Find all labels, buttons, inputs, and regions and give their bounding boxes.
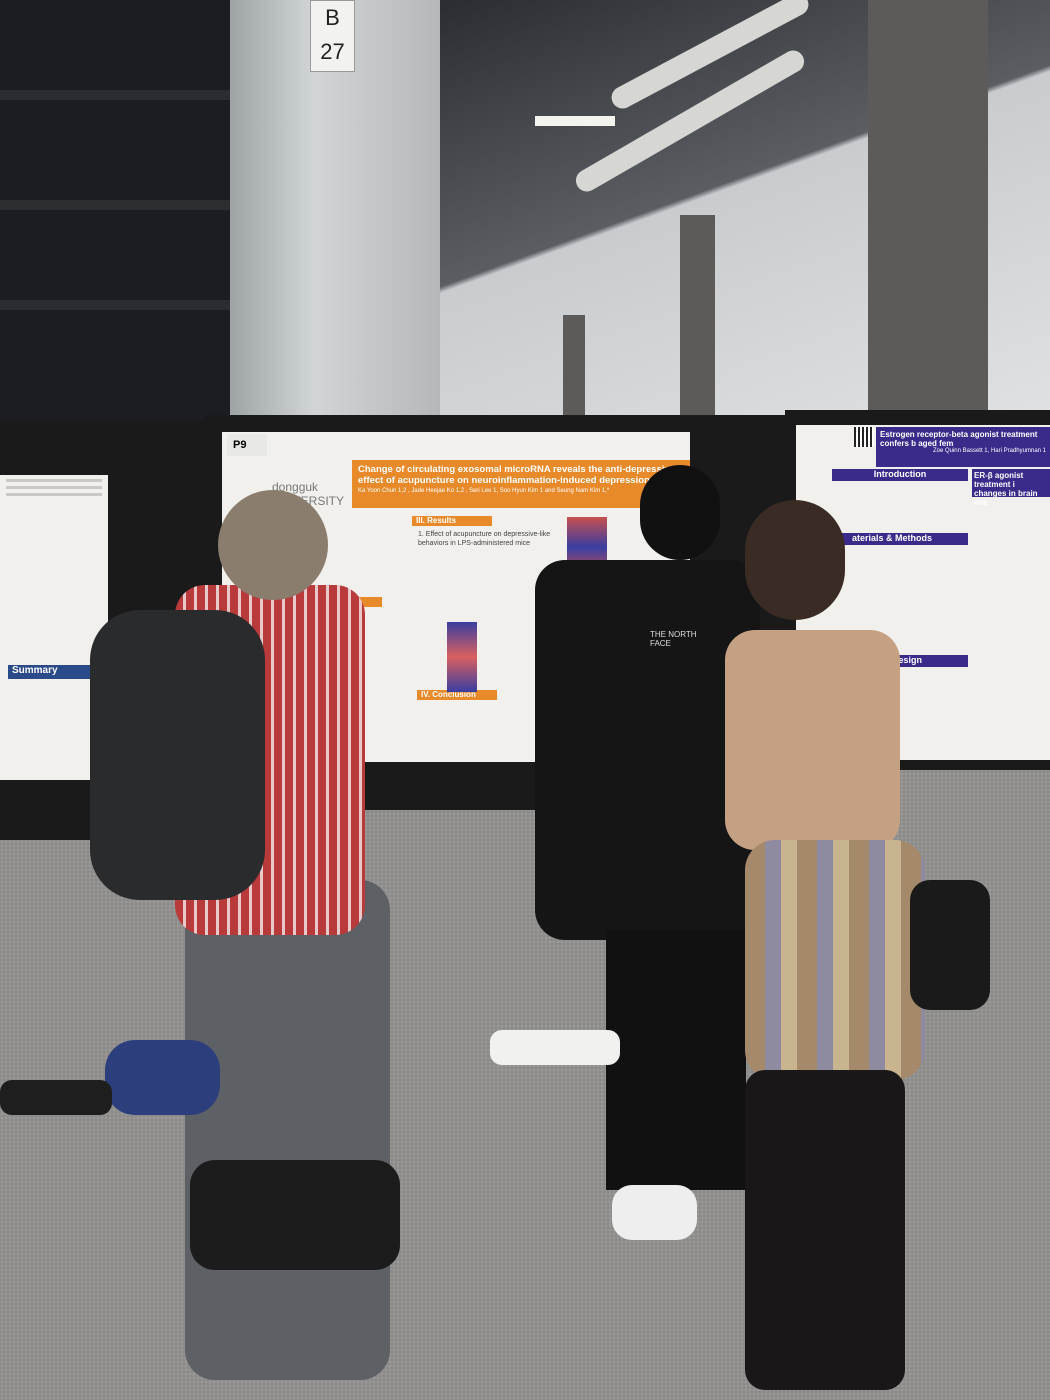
person-head bbox=[640, 465, 720, 560]
qr-code-icon bbox=[854, 427, 874, 447]
wall-column bbox=[563, 315, 585, 415]
poster-authors: Ka Yoon Chun 1,2 , Jade Heejae Ko 1,2 , … bbox=[358, 488, 610, 494]
man-trousers bbox=[185, 880, 390, 1380]
woman-skirt bbox=[745, 840, 925, 1080]
poster-header: Change of circulating exosomal microRNA … bbox=[352, 460, 690, 508]
section-header: Summary bbox=[8, 665, 108, 679]
section-header: III. Results bbox=[412, 516, 492, 526]
sign-number: 27 bbox=[320, 39, 345, 64]
man-head bbox=[218, 490, 328, 600]
poster-number: P9 bbox=[227, 434, 267, 456]
poster-header: Estrogen receptor-beta agonist treatment… bbox=[876, 427, 1050, 467]
right-poster: Estrogen receptor-beta agonist treatment… bbox=[796, 425, 1050, 760]
woman-top bbox=[725, 630, 900, 850]
jacket-on-floor bbox=[105, 1040, 220, 1115]
woman-legs bbox=[745, 1070, 905, 1390]
poster-title: Estrogen receptor-beta agonist treatment… bbox=[880, 430, 1038, 448]
section-header: IV. Conclusion bbox=[417, 690, 497, 700]
truss bbox=[0, 300, 230, 310]
backpack bbox=[90, 610, 265, 900]
woman-head bbox=[745, 500, 845, 620]
booth-sign: B 27 bbox=[310, 0, 355, 72]
truss bbox=[0, 200, 230, 210]
ceiling-light bbox=[535, 116, 615, 126]
person-black-jacket bbox=[535, 560, 760, 940]
truss bbox=[0, 90, 230, 100]
heatmap-figure bbox=[447, 622, 477, 692]
jacket-logo: THE NORTH FACE bbox=[650, 630, 697, 648]
floor-backpack bbox=[910, 880, 990, 1010]
plastic-bag bbox=[490, 1030, 620, 1065]
wall-column bbox=[680, 215, 715, 415]
person-pants bbox=[606, 930, 746, 1190]
sign-row: B bbox=[325, 5, 340, 30]
poster-authors: Zoe Quinn Bassett 1, Hari Pradhyumnan 1 bbox=[932, 448, 1046, 454]
section-header: aterials & Methods bbox=[832, 533, 968, 545]
poster-tube bbox=[0, 1080, 112, 1115]
section-header: Introduction bbox=[832, 469, 968, 481]
poster-title: Change of circulating exosomal microRNA … bbox=[358, 464, 675, 486]
result-caption: 1. Effect of acupuncture on depressive-l… bbox=[418, 531, 551, 547]
floor-bag bbox=[190, 1160, 400, 1270]
section-header: ER-β agonist treatment i changes in brai… bbox=[972, 469, 1050, 507]
sneakers bbox=[612, 1185, 697, 1240]
wall-column bbox=[868, 0, 988, 410]
